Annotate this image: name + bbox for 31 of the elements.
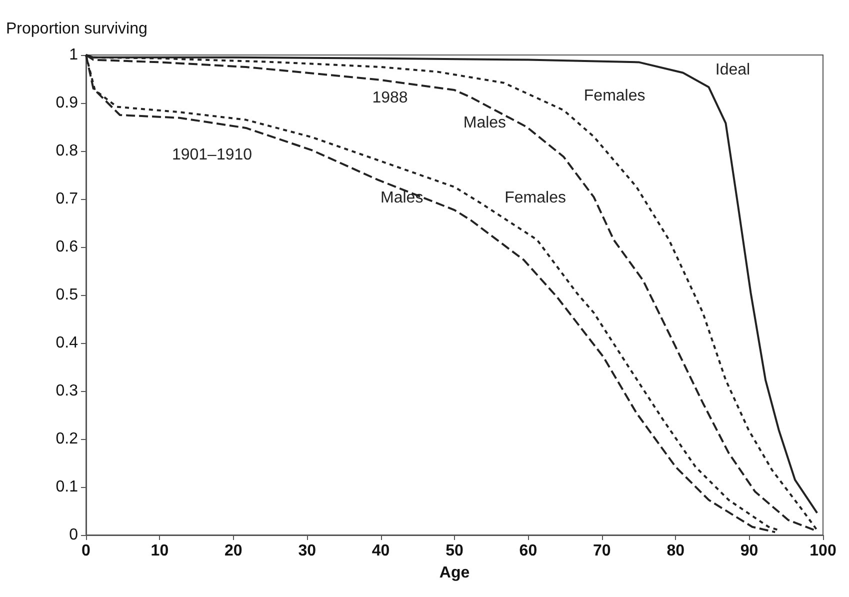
x-tick-label: 90	[740, 542, 758, 560]
annotation: 1988	[372, 90, 408, 106]
x-tick-label: 50	[446, 542, 464, 560]
y-tick-label: 0.6	[56, 238, 78, 256]
y-tick-label: 1	[69, 46, 78, 64]
series-label: Females	[504, 189, 566, 206]
x-tick-label: 20	[224, 542, 242, 560]
y-tick-label: 0	[69, 526, 78, 544]
y-tick-label: 0.5	[56, 286, 78, 304]
y-tick-label: 0.8	[56, 142, 78, 160]
y-tick-label: 0.7	[56, 190, 78, 208]
y-tick-label: 0.3	[56, 382, 78, 400]
x-tick-label: 30	[298, 542, 316, 560]
y-tick-label: 0.4	[56, 334, 78, 352]
y-tick-label: 0.2	[56, 430, 78, 448]
annotation: 1901–1910	[172, 146, 252, 164]
y-tick-label: 0.9	[56, 94, 78, 112]
series-label: Males	[463, 114, 506, 132]
series-label: Ideal	[715, 62, 750, 79]
x-tick-label: 80	[666, 542, 685, 560]
x-tick-label: 0	[82, 542, 91, 560]
x-tick-label: 100	[810, 542, 836, 560]
y-tick-label: 0.1	[56, 478, 78, 496]
x-tick-label: 60	[519, 542, 538, 560]
x-tick-label: 70	[593, 542, 611, 560]
series-label: Females	[584, 88, 646, 105]
y-axis-title: Proportion surviving	[6, 20, 148, 38]
x-tick-label: 40	[372, 542, 390, 560]
series-label: Males	[380, 189, 424, 206]
x-axis-title: Age	[439, 564, 470, 582]
x-tick-label: 10	[150, 542, 169, 560]
